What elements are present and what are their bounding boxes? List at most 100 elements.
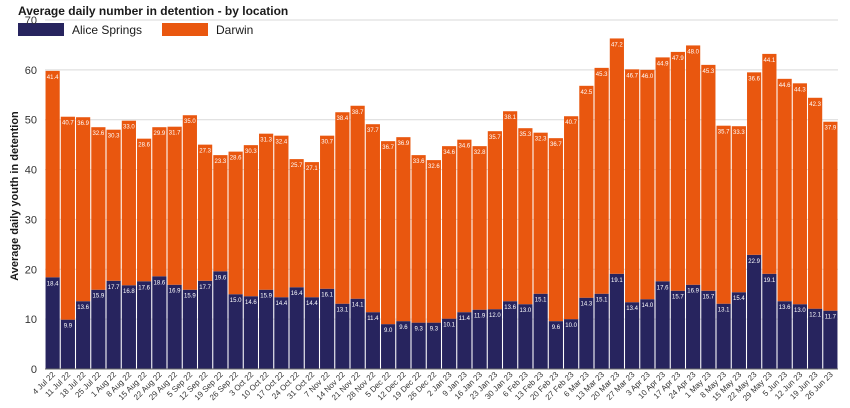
bar-alice-springs — [716, 303, 731, 369]
data-label-alice-springs: 15.4 — [733, 296, 745, 302]
data-label-darwin: 31.3 — [260, 138, 272, 144]
legend-swatch-alice-springs — [18, 23, 64, 36]
bar-alice-springs — [198, 280, 213, 369]
data-label-alice-springs: 13.1 — [337, 308, 349, 314]
data-label-darwin: 29.9 — [154, 131, 166, 137]
bar-alice-springs — [548, 321, 563, 369]
bar-alice-springs — [487, 309, 502, 369]
bar-alice-springs — [808, 308, 823, 369]
data-label-alice-springs: 16.1 — [321, 293, 333, 299]
data-label-darwin: 35.3 — [520, 132, 532, 138]
data-label-alice-springs: 11.7 — [825, 315, 837, 321]
bar-alice-springs — [686, 284, 701, 369]
data-label-darwin: 36.9 — [77, 121, 89, 127]
data-label-alice-springs: 13.0 — [520, 308, 532, 314]
data-label-darwin: 31.7 — [169, 131, 181, 137]
bar-alice-springs — [45, 277, 60, 369]
bar-alice-springs — [762, 273, 777, 369]
bar-alice-springs — [503, 301, 518, 369]
bar-darwin — [228, 151, 243, 295]
bar-darwin — [686, 45, 701, 285]
bar-darwin — [304, 162, 319, 298]
bar-alice-springs — [670, 290, 685, 369]
bar-darwin — [213, 155, 228, 272]
data-label-darwin: 34.6 — [459, 144, 471, 150]
data-label-darwin: 44.3 — [794, 87, 806, 93]
data-label-alice-springs: 15.7 — [703, 295, 715, 301]
bar-darwin — [182, 115, 197, 290]
bar-darwin — [518, 128, 533, 305]
bar-alice-springs — [396, 321, 411, 369]
data-label-darwin: 35.7 — [489, 135, 501, 141]
bar-darwin — [243, 145, 258, 297]
data-label-alice-springs: 11.4 — [459, 316, 471, 322]
y-tick-label: 40 — [25, 165, 37, 177]
data-label-alice-springs: 19.1 — [764, 278, 776, 284]
bar-darwin — [106, 129, 121, 281]
bar-alice-springs — [518, 304, 533, 369]
data-label-darwin: 32.3 — [535, 137, 547, 143]
data-label-darwin: 36.6 — [748, 76, 760, 82]
bar-alice-springs — [137, 281, 152, 369]
bar-alice-springs — [579, 297, 594, 369]
bar-darwin — [274, 135, 289, 298]
data-label-darwin: 32.6 — [428, 164, 440, 170]
data-label-alice-springs: 14.4 — [276, 301, 288, 307]
bar-alice-springs — [792, 304, 807, 369]
data-label-darwin: 30.3 — [108, 134, 120, 140]
y-tick-label: 30 — [25, 214, 37, 226]
bar-darwin — [747, 72, 762, 255]
bar-darwin — [198, 144, 213, 281]
legend-swatch-darwin — [162, 23, 208, 36]
data-label-alice-springs: 14.6 — [245, 300, 257, 306]
data-label-alice-springs: 19.6 — [215, 275, 227, 281]
bar-darwin — [152, 127, 167, 277]
bar-alice-springs — [289, 287, 304, 369]
y-tick-label: 50 — [25, 115, 37, 127]
data-label-alice-springs: 14.3 — [581, 302, 593, 308]
bar-alice-springs — [243, 296, 258, 369]
data-label-darwin: 36.7 — [550, 142, 562, 148]
data-label-alice-springs: 9.3 — [430, 327, 439, 333]
bar-alice-springs — [121, 285, 136, 369]
bar-alice-springs — [533, 293, 548, 369]
bar-darwin — [670, 51, 685, 291]
data-label-alice-springs: 14.1 — [352, 303, 364, 309]
data-label-alice-springs: 13.6 — [779, 305, 791, 311]
bar-alice-springs — [182, 289, 197, 369]
bar-darwin — [137, 138, 152, 282]
data-label-alice-springs: 12.0 — [489, 313, 501, 319]
bar-darwin — [716, 125, 731, 304]
data-label-alice-springs: 15.7 — [672, 295, 684, 301]
bar-darwin — [823, 121, 838, 311]
legend-label-darwin: Darwin — [216, 23, 253, 37]
data-label-alice-springs: 17.7 — [199, 285, 211, 291]
data-label-darwin: 38.1 — [504, 115, 516, 121]
bar-alice-springs — [640, 299, 655, 369]
bar-alice-springs — [106, 280, 121, 369]
bar-alice-springs — [823, 310, 838, 369]
data-label-alice-springs: 17.6 — [657, 285, 669, 291]
bar-alice-springs — [777, 301, 792, 369]
data-label-alice-springs: 12.1 — [809, 313, 821, 319]
data-label-darwin: 34.6 — [443, 150, 455, 156]
data-label-darwin: 47.9 — [672, 56, 684, 62]
data-label-alice-springs: 18.4 — [47, 281, 59, 287]
data-label-alice-springs: 15.0 — [230, 298, 242, 304]
data-label-alice-springs: 16.4 — [291, 291, 303, 297]
data-label-darwin: 44.1 — [764, 58, 776, 64]
bar-darwin — [594, 67, 609, 294]
chart-title: Average daily number in detention - by l… — [18, 4, 288, 18]
data-label-darwin: 28.6 — [230, 156, 242, 162]
data-label-alice-springs: 9.6 — [399, 325, 408, 331]
data-label-darwin: 44.6 — [779, 83, 791, 89]
bar-alice-springs — [259, 289, 274, 369]
bar-alice-springs — [274, 297, 289, 369]
bar-darwin — [503, 111, 518, 302]
bar-darwin — [808, 97, 823, 309]
bar-darwin — [564, 116, 579, 320]
data-label-alice-springs: 13.0 — [794, 308, 806, 314]
bar-darwin — [289, 159, 304, 288]
data-label-alice-springs: 15.9 — [260, 294, 272, 300]
data-label-alice-springs: 22.9 — [748, 259, 760, 265]
